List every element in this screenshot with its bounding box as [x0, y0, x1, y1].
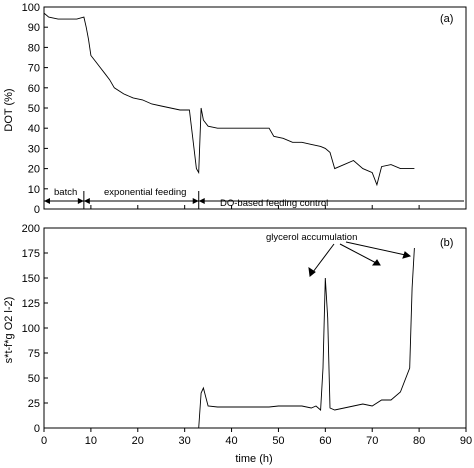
panel-a-y-tick-label: 100: [22, 2, 40, 14]
phase-arrow-head: [192, 198, 199, 204]
oxygen-series-line: [198, 247, 415, 429]
phase-arrow-head: [198, 198, 205, 204]
panel-b-x-tick-label: 0: [41, 435, 47, 447]
panel-b-x-tick-label: 40: [225, 435, 237, 447]
glycerol-accumulation-label: glycerol accumulation: [266, 232, 357, 243]
panel-a-y-tick-label: 50: [28, 103, 40, 115]
panel-b-x-tick-label: 50: [272, 435, 284, 447]
phase-label-exponential: exponential feeding: [104, 187, 186, 198]
phase-label-do-based: DO-based feeding control: [220, 198, 328, 209]
phase-arrow-head: [83, 198, 90, 204]
phase-arrow-head: [77, 198, 84, 204]
panel-b-x-tick-label: 80: [413, 435, 425, 447]
panel-b-y-tick-label: 75: [28, 348, 40, 360]
panel-b-y-tick-label: 0: [34, 423, 40, 435]
panel-b-y-tick-label: 50: [28, 373, 40, 385]
panel-a-y-tick-label: 80: [28, 42, 40, 54]
panel-a-y-tick-label: 10: [28, 184, 40, 196]
panel-b-x-tick-label: 20: [132, 435, 144, 447]
panel-b-label: (b): [440, 237, 453, 249]
panel-b-x-tick-label: 60: [319, 435, 331, 447]
panel-a-y-tick-label: 70: [28, 63, 40, 75]
panel-a-y-axis-title: DOT (%): [3, 88, 15, 131]
panel-a-phase-arrows: [44, 191, 464, 209]
phase-label-batch: batch: [54, 187, 77, 198]
panel-b-y-ticks: 0 25 50 75 100 125 150 175 200: [22, 223, 48, 435]
dot-series-line: [43, 12, 415, 187]
panel-a-y-tick-label: 30: [28, 143, 40, 155]
panel-a-frame: [43, 6, 467, 210]
panel-b-y-tick-label: 100: [22, 323, 40, 335]
panel-b-x-ticks: 0 10 20 30 40 50 60 70 80 90: [41, 428, 472, 447]
panel-a-y-tick-label: 20: [28, 164, 40, 176]
panel-b-y-tick-label: 150: [22, 273, 40, 285]
panel-b-x-tick-label: 10: [85, 435, 97, 447]
x-axis-title: time (h): [235, 453, 272, 465]
panel-b-y-tick-label: 125: [22, 298, 40, 310]
panel-b-y-tick-label: 200: [22, 223, 40, 235]
phase-arrow-head: [44, 198, 50, 204]
panel-b-series: [198, 247, 415, 429]
panel-a-series: [43, 12, 415, 187]
panel-a-y-ticks: 0 10 20 30 40 50 60 70 80 90 100: [22, 2, 467, 216]
panel-a-y-tick-label: 40: [28, 123, 40, 135]
panel-b-x-tick-label: 30: [179, 435, 191, 447]
panel-a-y-tick-label: 90: [28, 22, 40, 34]
panel-a-y-tick-label: 0: [34, 204, 40, 216]
panel-b-x-tick-label: 70: [366, 435, 378, 447]
panel-b-y-axis-title: s*t-f*g O2 l-2): [3, 297, 15, 364]
panel-a-y-tick-label: 60: [28, 83, 40, 95]
panel-b-y-tick-label: 175: [22, 248, 40, 260]
panel-b-y-tick-label: 25: [28, 398, 40, 410]
glycerol-arrows: [308, 241, 412, 277]
panel-b-x-tick-label: 90: [460, 435, 472, 447]
panel-a-label: (a): [440, 13, 453, 25]
